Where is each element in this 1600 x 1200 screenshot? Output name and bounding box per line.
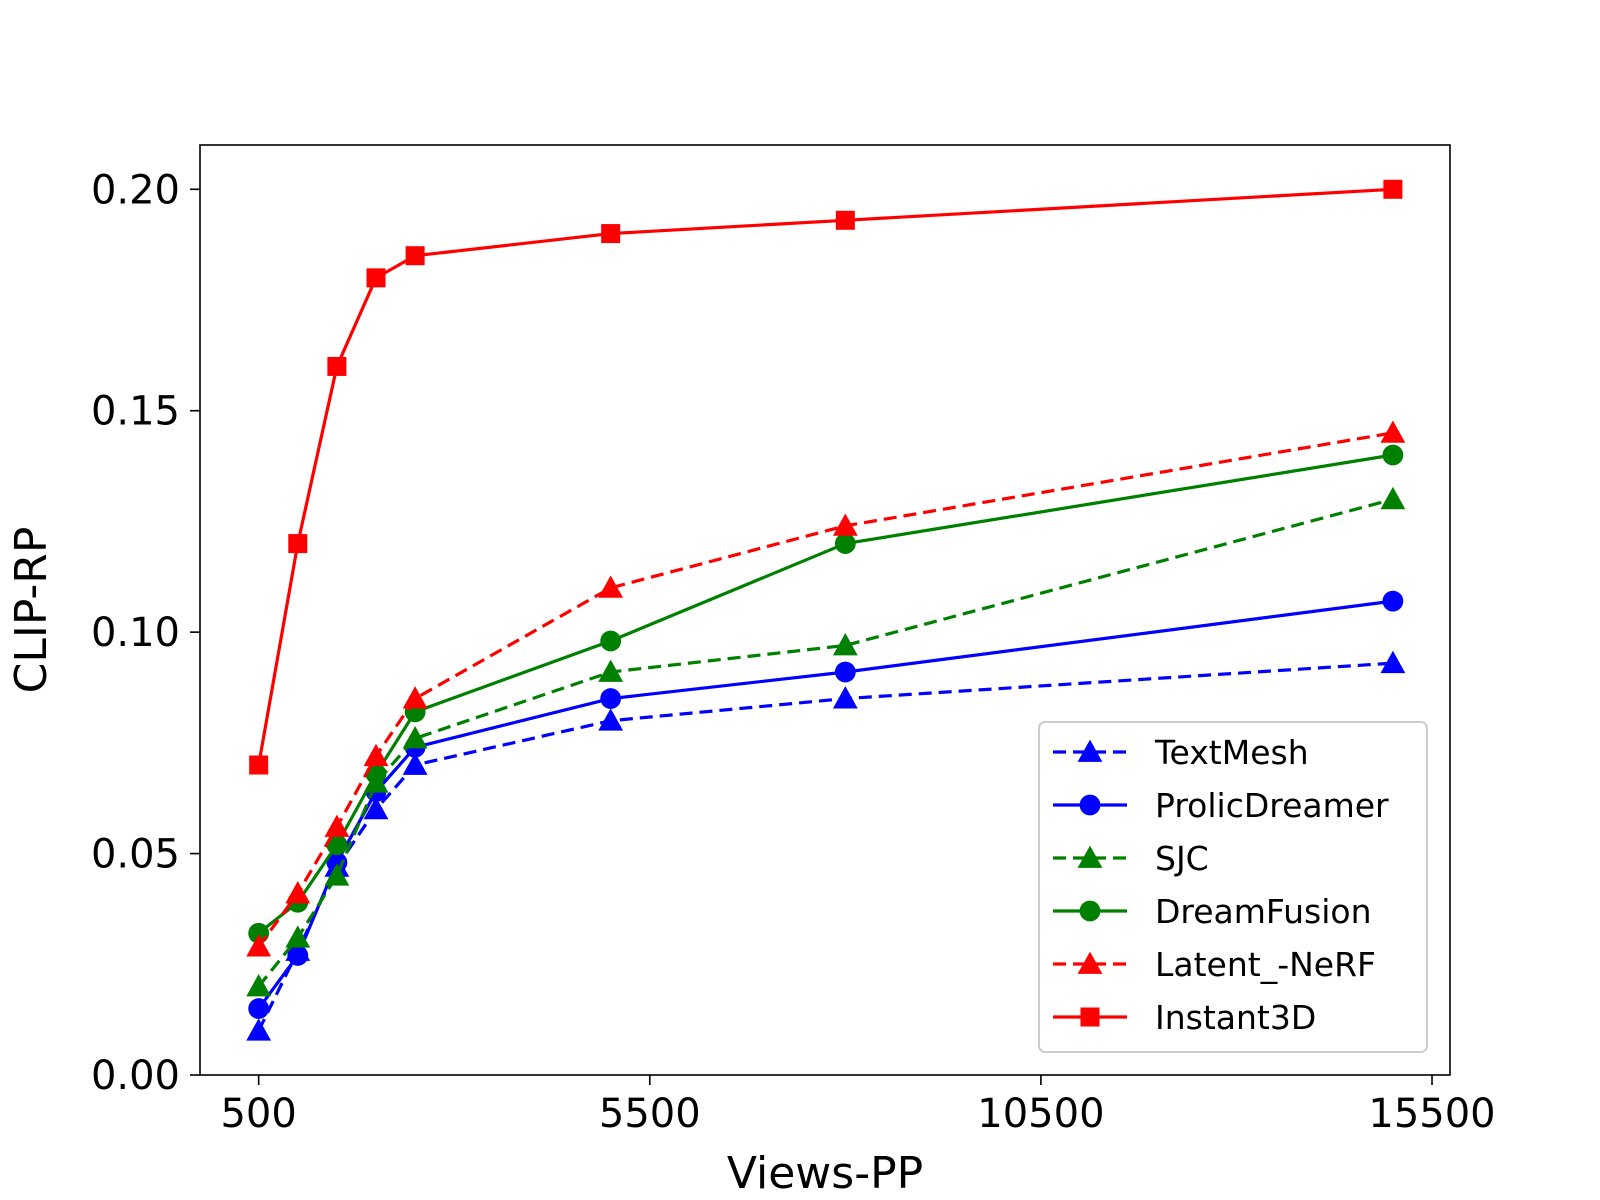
data-point [1383,179,1403,199]
legend-label: Latent_-NeRF [1155,945,1376,984]
data-point [600,630,622,652]
series-sjc [246,486,1406,997]
data-point [285,925,311,948]
data-point [1382,444,1404,466]
data-point [1077,951,1103,974]
x-tick-label: 5500 [599,1091,701,1137]
y-axis-title: CLIP-RP [6,527,57,694]
data-point [405,246,425,266]
y-tick-label: 0.10 [91,610,180,656]
data-point [363,743,389,767]
data-point [1380,420,1406,443]
data-point [366,268,386,288]
data-point [248,998,270,1019]
data-point [363,796,389,820]
legend-label: TextMesh [1154,733,1309,772]
x-tick-label: 10500 [977,1091,1104,1137]
data-point [835,210,855,230]
data-point [832,686,858,709]
y-tick-label: 0.05 [91,832,180,878]
legend-label: ProlicDreamer [1155,786,1389,825]
legend-item: Latent_-NeRF [1053,945,1376,984]
series-instant3d [249,179,1403,775]
series-latent-nerf [246,420,1406,957]
data-point [832,633,858,656]
series-line [257,187,1393,766]
data-point [1079,900,1101,922]
data-point [324,863,350,886]
x-tick-label: 15500 [1368,1091,1495,1137]
data-point [1380,650,1406,674]
legend-item: SJC [1053,839,1209,878]
y-tick-label: 0.00 [91,1053,180,1099]
data-point [834,661,856,683]
legend: TextMesh ProlicDreamer SJC DreamFusion Laten… [1038,721,1428,1053]
data-point [326,834,348,856]
x-axis-title: Views-PP [727,1148,923,1199]
data-point [1380,486,1406,510]
data-point [1079,794,1101,816]
data-point [402,686,428,709]
data-point [246,974,272,997]
legend-item: ProlicDreamer [1053,786,1389,825]
series-line [257,497,1394,988]
y-tick-label: 0.15 [91,389,180,435]
series-line [257,453,1394,935]
legend-item: DreamFusion [1053,892,1371,931]
data-point [598,708,624,731]
data-point [326,852,348,873]
data-point [402,726,428,749]
y-tick-label: 0.20 [91,167,180,213]
data-point [327,356,347,376]
axes-layer: 500 5500 10500 15500 0.00 0.05 0.10 0.15 0.20 [91,167,1496,1137]
x-tick-label: 500 [220,1091,296,1137]
legend-item: TextMesh [1053,733,1309,772]
data-point [834,533,856,554]
legend-item: Instant3D [1053,998,1316,1037]
data-point [288,534,308,554]
data-point [832,513,858,536]
data-point [249,755,269,775]
data-point [285,881,311,904]
data-point [246,1018,272,1041]
data-point [1077,845,1103,868]
data-point [601,224,621,244]
data-point [598,659,624,682]
legend-label: Instant3D [1155,998,1316,1037]
data-point [324,814,350,837]
data-point [287,945,309,966]
legend-label: DreamFusion [1155,892,1371,931]
data-point [1077,739,1103,762]
series-line [257,431,1394,948]
data-point [1382,590,1404,612]
legend-box [1038,721,1428,1053]
series-layer [246,179,1406,1041]
data-point [402,752,428,775]
data-point [246,934,272,957]
data-point [598,575,624,598]
legend-label: SJC [1155,839,1209,878]
data-point [600,688,622,709]
data-point [1080,1007,1100,1027]
